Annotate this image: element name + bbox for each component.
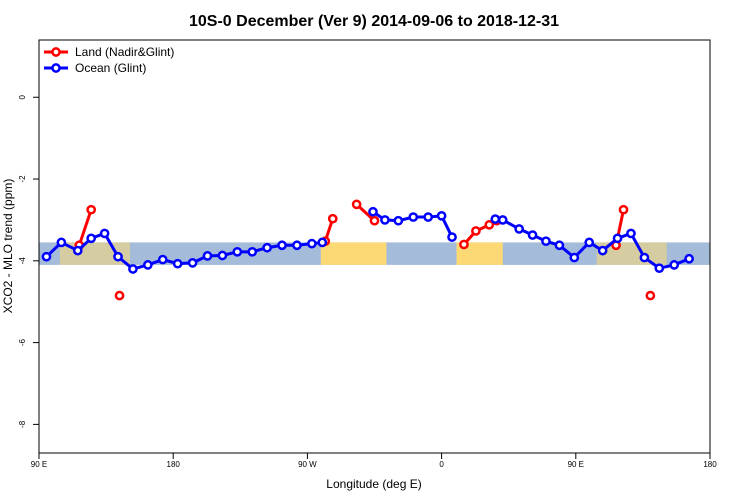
data-point [541, 236, 551, 247]
x-axis-label: Longitude (deg E) [326, 477, 421, 491]
data-point [86, 204, 97, 215]
data-point [569, 252, 580, 263]
data-point [684, 253, 694, 264]
data-point [459, 239, 469, 250]
data-point [143, 260, 153, 270]
data-point [408, 212, 419, 222]
data-point [654, 263, 665, 274]
x-tick-label: 90 W [298, 460, 317, 469]
x-tick-label: 90 E [31, 460, 47, 469]
data-point [497, 215, 508, 225]
data-point [612, 233, 623, 244]
data-point [232, 246, 243, 257]
land-patch [456, 242, 503, 265]
series-layer [41, 199, 694, 301]
data-point [56, 237, 67, 248]
data-point [554, 240, 565, 251]
data-point [262, 242, 272, 253]
legend-label: Ocean (Glint) [75, 61, 146, 75]
chart-title: 10S-0 December (Ver 9) 2014-09-06 to 201… [189, 13, 559, 30]
data-point [423, 212, 434, 222]
data-point [317, 237, 328, 248]
y-tick-label: -2 [18, 175, 27, 183]
legend-label: Land (Nadir&Glint) [75, 45, 174, 59]
legend-marker [51, 63, 61, 73]
x-tick-label: 180 [167, 460, 181, 469]
x-tick-label: 0 [439, 460, 444, 469]
data-point [128, 264, 138, 274]
land-patch [320, 242, 387, 265]
y-tick-label: 0 [18, 94, 27, 99]
y-tick-label: -4 [18, 257, 27, 265]
data-point [99, 228, 110, 239]
data-point [393, 215, 404, 226]
axes: 90 E 180 90 W 0 90 E 180 0 -2 -4 -6 -8 [18, 94, 717, 469]
y-axis-label: XCO2 - MLO trend (ppm) [1, 179, 15, 314]
data-point [436, 210, 447, 221]
data-point [157, 254, 168, 265]
data-point [72, 245, 83, 256]
data-point [113, 251, 123, 262]
plot-frame [38, 39, 711, 454]
x-tick-label: 180 [703, 460, 717, 469]
data-point [114, 290, 125, 301]
x-tick-label: 90 E [568, 460, 584, 469]
data-point [368, 206, 378, 217]
legend: Land (Nadir&Glint) Ocean (Glint) [44, 45, 174, 75]
data-point [527, 230, 538, 240]
data-point [369, 215, 380, 226]
data-point [327, 213, 338, 224]
data-point [584, 237, 595, 248]
data-point [639, 252, 650, 263]
data-point [645, 290, 656, 301]
y-tick-label: -6 [18, 338, 27, 346]
data-point [484, 219, 495, 230]
data-point [187, 258, 198, 268]
data-point [618, 204, 629, 215]
data-point [277, 240, 287, 251]
data-point [351, 199, 362, 210]
data-point [447, 232, 457, 242]
data-point [202, 251, 213, 261]
data-point [41, 251, 52, 262]
y-tick-label: -8 [18, 420, 27, 428]
data-point [490, 214, 501, 224]
series-ocean [41, 206, 694, 274]
data-point [217, 250, 228, 261]
data-point [86, 233, 97, 244]
data-point [471, 226, 481, 236]
data-point [247, 246, 258, 257]
data-point [172, 258, 183, 269]
series-line [77, 209, 93, 246]
legend-marker [51, 47, 61, 57]
data-point [626, 228, 636, 239]
data-point [380, 215, 390, 225]
data-point [514, 224, 524, 234]
data-point [292, 240, 302, 251]
data-point [669, 260, 680, 270]
data-point [597, 245, 608, 256]
data-point [307, 238, 317, 249]
